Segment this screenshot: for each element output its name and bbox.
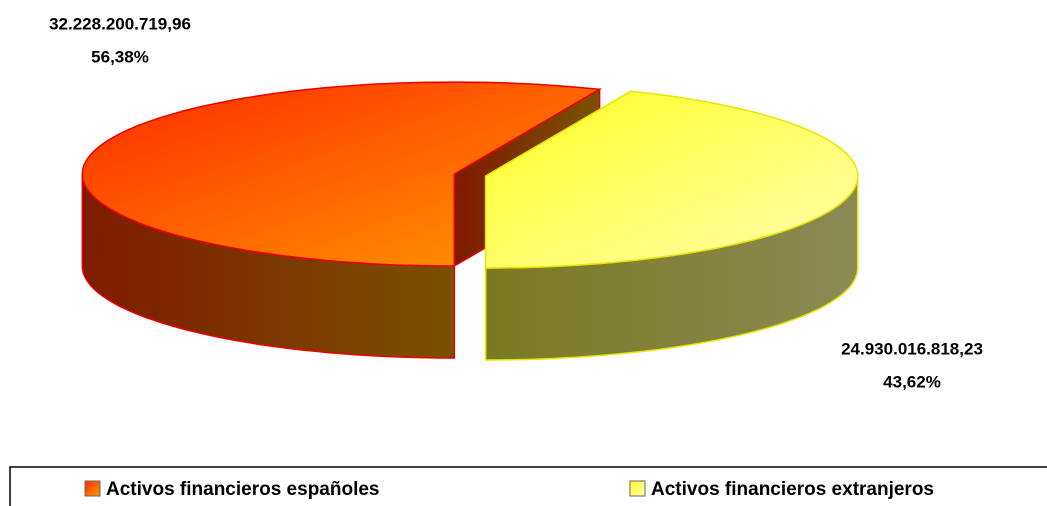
percentage-label: 43,62% — [883, 372, 941, 391]
legend-label: Activos financieros españoles — [106, 479, 380, 500]
percentage-label: 56,38% — [91, 47, 149, 66]
legend-marker — [629, 480, 646, 497]
legend-box — [9, 466, 1047, 506]
slice — [484, 90, 859, 269]
legend-label: Activos financieros extranjeros — [651, 479, 934, 500]
legend-marker — [84, 480, 101, 497]
slice — [81, 81, 603, 267]
value-label: 24.930.016.818,23 — [841, 339, 983, 358]
value-label: 32.228.200.719,96 — [49, 14, 191, 33]
